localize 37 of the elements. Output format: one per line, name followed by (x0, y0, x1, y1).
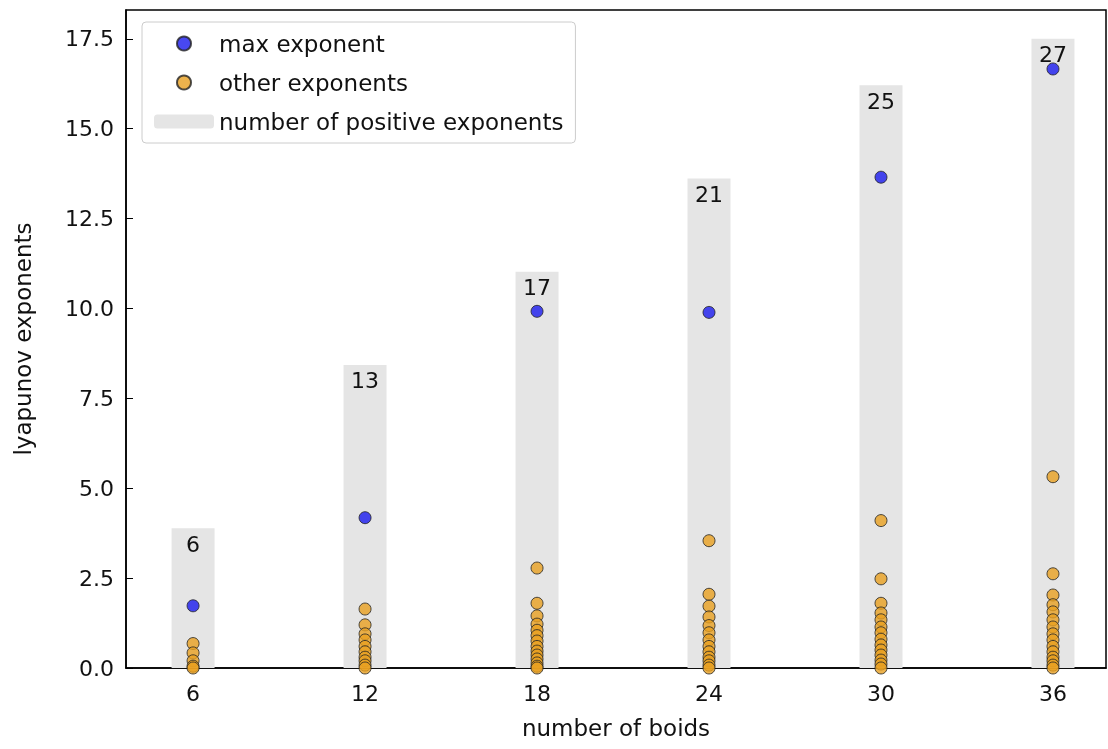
bar (687, 178, 731, 668)
y-tick-label: 17.5 (65, 26, 114, 52)
legend-label: other exponents (219, 69, 408, 96)
x-tick-label: 30 (866, 680, 895, 706)
legend-label: number of positive exponents (219, 108, 564, 135)
bar (343, 364, 387, 668)
point (1046, 62, 1060, 76)
point (530, 304, 544, 318)
y-tick-label: 5.0 (79, 475, 114, 501)
x-axis-title: number of boids (521, 714, 711, 741)
data-label: 25 (866, 88, 895, 114)
x-tick-label: 36 (1038, 680, 1067, 706)
x-tick-label: 12 (351, 680, 380, 706)
point (874, 170, 888, 184)
bar (1031, 38, 1075, 668)
data-label: 6 (186, 531, 201, 557)
x-tick-label: 18 (523, 680, 552, 706)
bar (171, 528, 215, 668)
y-tick-label: 15.0 (65, 116, 114, 142)
data-label: 27 (1038, 42, 1067, 68)
y-axis-title: lyapunov exponents (9, 222, 36, 456)
y-tick-label: 12.5 (65, 206, 114, 232)
bar (859, 85, 903, 668)
data-label: 21 (695, 182, 724, 208)
x-tick-label: 24 (695, 680, 724, 706)
bar (515, 271, 559, 668)
y-tick-label: 2.5 (79, 565, 114, 591)
point (702, 305, 716, 319)
x-tick-label: 6 (186, 680, 201, 706)
y-tick-label: 10.0 (65, 295, 114, 321)
y-tick-label: 7.5 (79, 385, 114, 411)
data-label: 17 (523, 275, 552, 301)
data-label: 13 (351, 368, 380, 394)
legend-label: max exponent (219, 30, 385, 57)
y-tick-label: 0.0 (79, 655, 114, 681)
point (186, 599, 200, 613)
point (358, 511, 372, 525)
